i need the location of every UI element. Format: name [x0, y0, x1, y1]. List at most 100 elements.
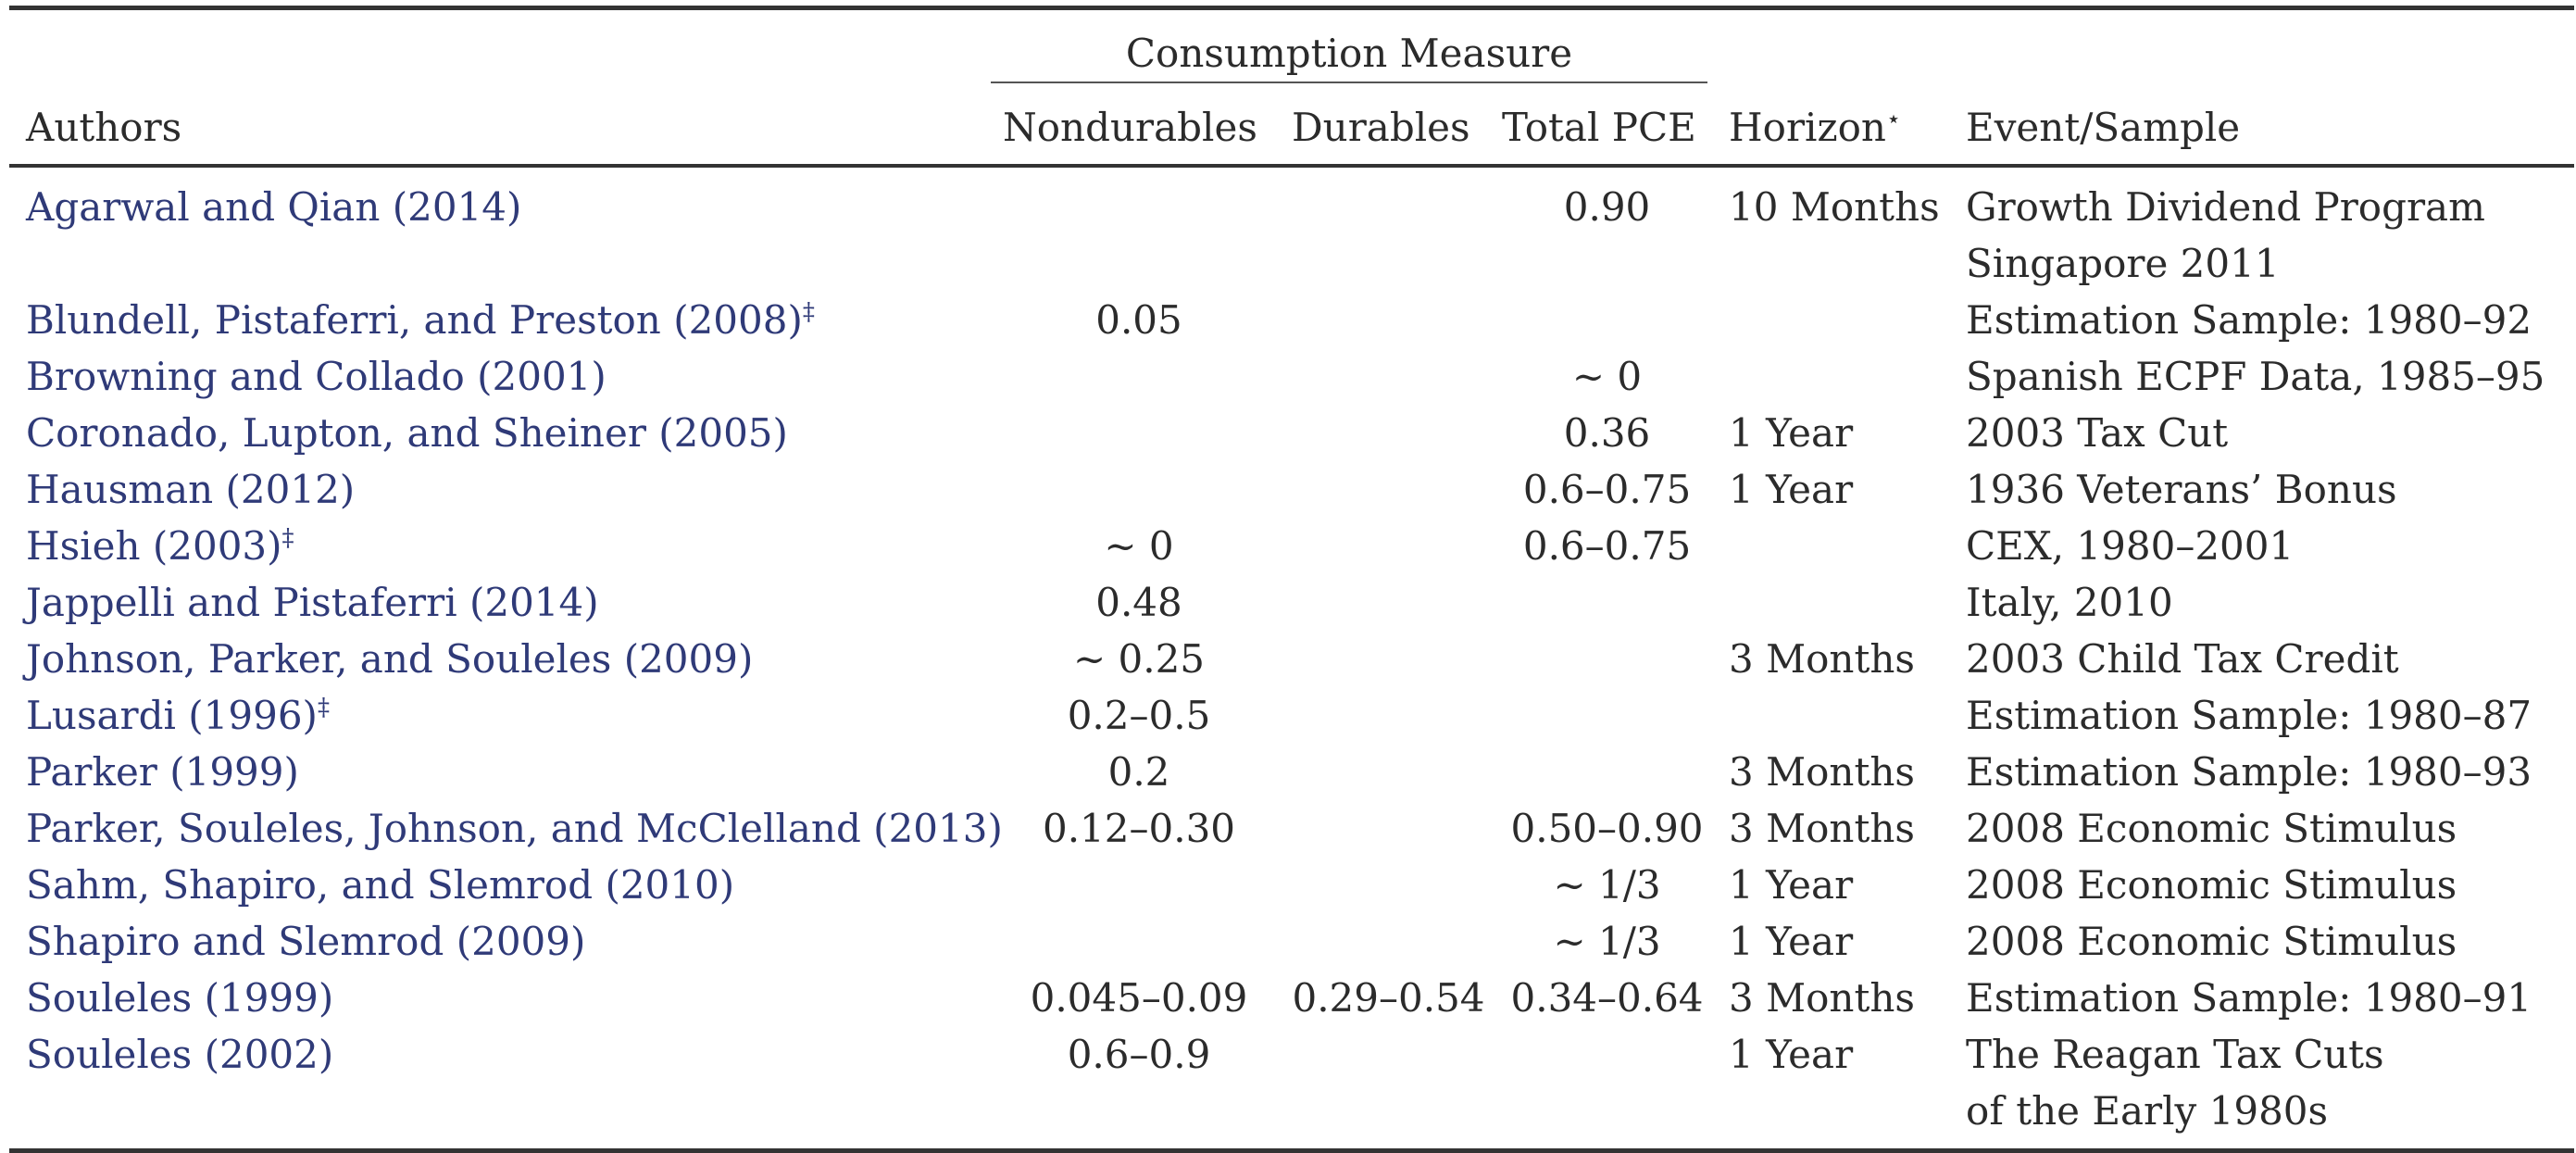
table-row: Johnson, Parker, and Souleles (2009) ∼ 0.…	[9, 631, 2574, 687]
author-footnote-mark: ‡	[317, 694, 330, 721]
author-cell: Hausman (2012)	[9, 461, 986, 518]
table-row: Souleles (2002) 0.6–0.9 1 Year The Reagan T…	[9, 1026, 2575, 1151]
horizon-cell: 10 Months	[1729, 184, 1940, 230]
empty-header-cell	[9, 8, 986, 91]
horizon-footnote-mark: ⋆	[1885, 105, 1902, 133]
horizon-cell: 1 Year	[1729, 919, 1854, 964]
event-line: Estimation Sample: 1980–93	[1966, 749, 2532, 795]
total-pce-cell	[1485, 292, 1712, 348]
total-pce-cell: 0.6–0.75	[1522, 467, 1692, 512]
nondurables-cell	[986, 405, 1275, 461]
event-line: Estimation Sample: 1980–92	[1966, 297, 2532, 343]
nondurables-cell: 0.05	[1095, 297, 1182, 343]
total-pce-cell: ∼ 1/3	[1553, 919, 1661, 964]
nondurables-cell: 0.2	[1107, 749, 1170, 795]
event-line: Singapore 2011	[1966, 241, 2280, 286]
author-cell: Johnson, Parker, and Souleles (2009)	[9, 631, 986, 687]
author-name: Blundell, Pistaferri, and Preston (2008)	[26, 297, 803, 343]
event-line: 2003 Child Tax Credit	[1966, 636, 2399, 682]
total-pce-cell: 0.36	[1563, 410, 1651, 456]
horizon-cell: 3 Months	[1729, 636, 1915, 682]
total-pce-cell: ∼ 1/3	[1553, 862, 1661, 908]
event-cell: Growth Dividend Program Singapore 2011	[1949, 166, 2574, 292]
empty-header-cell	[1949, 8, 2574, 91]
durables-cell	[1275, 348, 1485, 405]
event-cell: 2008 Economic Stimulus	[1949, 800, 2574, 857]
group-header-rule	[991, 81, 1707, 83]
event-line: 2008 Economic Stimulus	[1966, 919, 2457, 964]
nondurables-cell	[986, 461, 1275, 518]
author-cell: Lusardi (1996)‡	[9, 687, 986, 744]
table-body: Agarwal and Qian (2014) 0.90 10 Months Grow…	[9, 166, 2575, 1151]
event-line: Growth Dividend Program	[1966, 184, 2485, 230]
event-line: Spanish ECPF Data, 1985–95	[1966, 354, 2545, 399]
horizon-cell	[1712, 518, 1949, 574]
event-line: CEX, 1980–2001	[1966, 523, 2295, 569]
durables-cell	[1275, 913, 1485, 970]
header-total-pce: Total PCE	[1502, 104, 1696, 150]
header-durables: Durables	[1292, 104, 1470, 150]
event-cell: CEX, 1980–2001	[1949, 518, 2574, 574]
total-pce-cell	[1485, 1026, 1712, 1151]
group-header-row: Consumption Measure	[9, 7, 2575, 91]
table-row: Parker, Souleles, Johnson, and McClellan…	[9, 800, 2574, 857]
nondurables-cell: ∼ 0	[1104, 523, 1174, 569]
event-cell: Estimation Sample: 1980–92	[1949, 292, 2574, 348]
event-cell: Estimation Sample: 1980–87	[1949, 687, 2574, 744]
durables-cell	[1275, 687, 1485, 744]
table-row: Shapiro and Slemrod (2009) ∼ 1/3 1 Year 200…	[9, 913, 2574, 970]
durables-cell	[1275, 1026, 1485, 1151]
event-line: Italy, 2010	[1966, 580, 2173, 625]
author-cell: Sahm, Shapiro, and Slemrod (2010)	[9, 857, 986, 913]
author-name: Coronado, Lupton, and Sheiner (2005)	[26, 410, 788, 456]
nondurables-cell: 0.045–0.09	[1030, 975, 1248, 1021]
header-horizon: Horizon⋆	[1712, 90, 1949, 166]
durables-cell	[1275, 631, 1485, 687]
table-row: Sahm, Shapiro, and Slemrod (2010) ∼ 1/3 1 …	[9, 857, 2574, 913]
horizon-cell: 3 Months	[1729, 806, 1915, 851]
total-pce-cell	[1485, 744, 1712, 800]
event-cell: Spanish ECPF Data, 1985–95	[1949, 348, 2574, 405]
author-name: Parker, Souleles, Johnson, and McClellan…	[26, 806, 1003, 851]
horizon-cell: 1 Year	[1729, 467, 1854, 512]
author-name: Agarwal and Qian (2014)	[26, 184, 522, 230]
author-cell: Shapiro and Slemrod (2009)	[9, 913, 986, 970]
durables-cell	[1275, 574, 1485, 631]
author-name: Parker (1999)	[26, 749, 299, 795]
author-cell: Parker, Souleles, Johnson, and McClellan…	[9, 800, 1003, 857]
author-cell: Souleles (2002)	[9, 1026, 986, 1151]
nondurables-cell	[986, 857, 1275, 913]
durables-cell	[1275, 405, 1485, 461]
event-line: 2003 Tax Cut	[1966, 410, 2229, 456]
author-name: Hausman (2012)	[26, 467, 356, 512]
total-pce-cell	[1485, 687, 1712, 744]
horizon-cell	[1712, 292, 1949, 348]
event-cell: 2008 Economic Stimulus	[1949, 913, 2574, 970]
horizon-cell	[1712, 687, 1949, 744]
author-cell: Coronado, Lupton, and Sheiner (2005)	[9, 405, 986, 461]
nondurables-cell	[986, 913, 1275, 970]
event-line: 1936 Veterans’ Bonus	[1966, 467, 2397, 512]
nondurables-cell: 0.48	[1095, 580, 1182, 625]
table-row: Browning and Collado (2001) ∼ 0 Spanish EC…	[9, 348, 2574, 405]
event-cell: 2003 Tax Cut	[1949, 405, 2574, 461]
nondurables-cell: 0.6–0.9	[1067, 1032, 1211, 1077]
table-row: Blundell, Pistaferri, and Preston (2008)…	[9, 292, 2574, 348]
total-pce-cell	[1485, 574, 1712, 631]
header-event-sample: Event/Sample	[1966, 104, 2241, 150]
event-line: 2008 Economic Stimulus	[1966, 806, 2457, 851]
group-header-label: Consumption Measure	[1125, 30, 1573, 76]
results-table: Consumption Measure Authors Nondurables …	[9, 6, 2575, 1153]
event-line: of the Early 1980s	[1966, 1088, 2329, 1134]
author-cell: Browning and Collado (2001)	[9, 348, 986, 405]
horizon-cell: 3 Months	[1729, 975, 1915, 1021]
event-cell: Estimation Sample: 1980–91	[1949, 970, 2574, 1026]
nondurables-cell: 0.2–0.5	[1067, 693, 1211, 738]
table-row: Agarwal and Qian (2014) 0.90 10 Months Grow…	[9, 166, 2574, 292]
author-cell: Agarwal and Qian (2014)	[9, 166, 986, 292]
author-footnote-mark: ‡	[802, 298, 815, 326]
header-nondurables: Nondurables	[1003, 104, 1257, 150]
durables-cell	[1275, 744, 1485, 800]
author-name: Jappelli and Pistaferri (2014)	[26, 580, 599, 625]
event-line: Estimation Sample: 1980–91	[1966, 975, 2532, 1021]
